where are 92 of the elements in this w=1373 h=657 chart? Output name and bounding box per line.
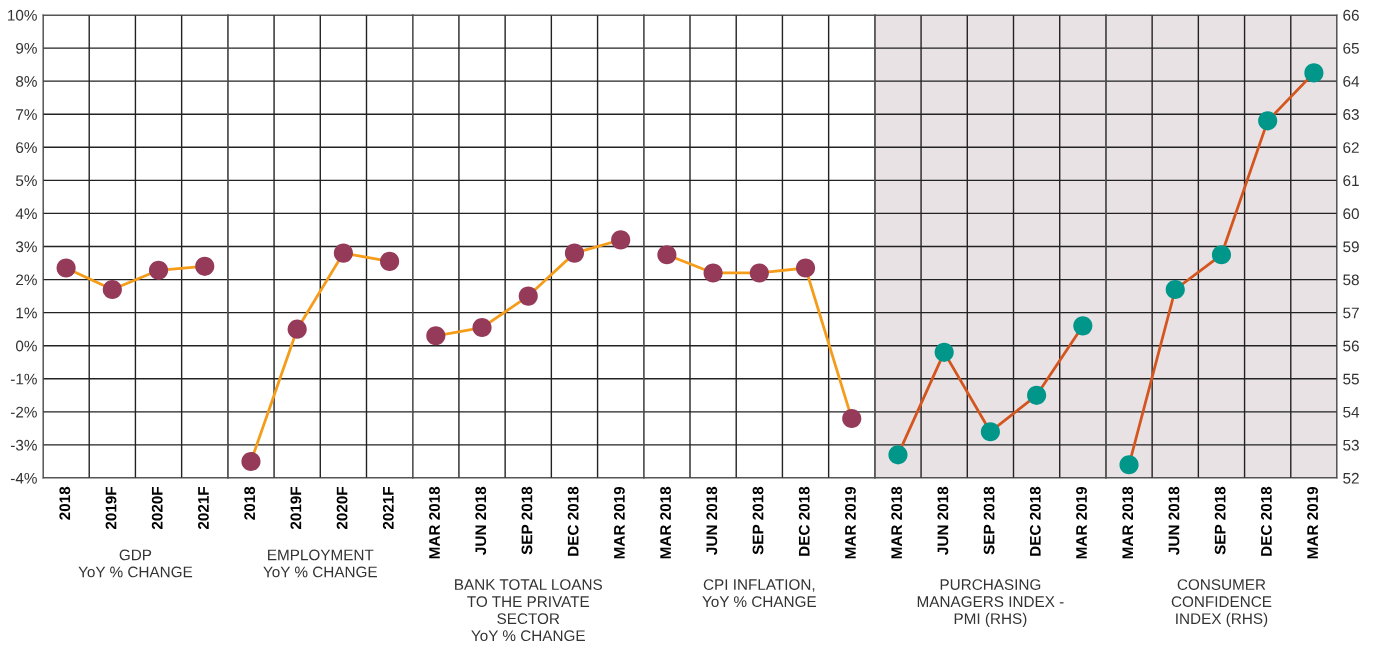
point bbox=[934, 342, 954, 362]
y-tick-label: 2% bbox=[16, 274, 37, 286]
x-axis-title: BANK TOTAL LOANS TO THE PRIVATE SECTOR YoY % CHANGE bbox=[455, 579, 602, 642]
x-tick-label: MAR 2019 bbox=[613, 486, 625, 559]
y-tick-label: 0% bbox=[15, 340, 37, 352]
y2-tick-label: 61 bbox=[1343, 175, 1359, 187]
y2-tick-label: 52 bbox=[1343, 472, 1359, 484]
x-tick-label: SEP 2018 bbox=[521, 486, 533, 555]
y2-tick-label: 59 bbox=[1343, 241, 1359, 253]
point bbox=[1073, 316, 1093, 336]
point bbox=[657, 245, 677, 265]
x-tick-label: SEP 2018 bbox=[983, 486, 995, 555]
point bbox=[888, 445, 908, 465]
x-tick-label: 2018 bbox=[59, 486, 71, 520]
x-tick-label: 2019F bbox=[290, 486, 302, 530]
y-tick-label: 6% bbox=[16, 142, 37, 153]
y-tick-label: 10% bbox=[8, 9, 37, 21]
x-tick-label: DEC 2018 bbox=[1029, 486, 1041, 556]
y2-tick-label: 62 bbox=[1343, 142, 1359, 153]
point bbox=[102, 279, 122, 300]
x-tick-label: JUN 2018 bbox=[937, 486, 949, 555]
x-tick-label: MAR 2018 bbox=[429, 486, 440, 559]
point bbox=[195, 256, 215, 276]
x-tick-label: 2020F bbox=[336, 486, 348, 530]
x-tick-label: JUN 2018 bbox=[1168, 486, 1180, 555]
point bbox=[611, 230, 631, 250]
x-tick-label: MAR 2019 bbox=[845, 486, 856, 559]
x-tick-label: 2018 bbox=[244, 486, 256, 520]
y2-tick-label: 55 bbox=[1343, 373, 1359, 385]
y-tick-label: 1% bbox=[16, 307, 37, 319]
point bbox=[1165, 279, 1185, 300]
y2-tick-label: 63 bbox=[1343, 109, 1359, 120]
point bbox=[842, 408, 862, 429]
y2-tick-label: 66 bbox=[1343, 9, 1359, 21]
x-axis-title: PURCHASING MANAGERS INDEX - PMI (RHS) bbox=[917, 579, 1064, 628]
x-tick-label: DEC 2018 bbox=[567, 486, 579, 556]
point bbox=[380, 251, 400, 271]
y-tick-label: 3% bbox=[15, 241, 37, 253]
y-tick-label: -4% bbox=[10, 472, 37, 484]
y2-tick-label: 57 bbox=[1343, 307, 1359, 319]
x-tick-label: SEP 2018 bbox=[752, 486, 764, 555]
y2-tick-label: 64 bbox=[1343, 76, 1360, 87]
x-tick-label: MAR 2018 bbox=[1122, 486, 1134, 559]
point bbox=[287, 319, 307, 339]
point bbox=[980, 422, 1000, 442]
point bbox=[1211, 245, 1232, 265]
point bbox=[56, 258, 76, 278]
y-tick-label: -1% bbox=[10, 373, 37, 385]
y-tick-label: 9% bbox=[16, 42, 37, 54]
point bbox=[472, 317, 492, 338]
y2-tick-label: 65 bbox=[1343, 42, 1359, 54]
y-tick-label: 7% bbox=[16, 109, 37, 120]
point bbox=[1258, 111, 1278, 131]
x-tick-label: DEC 2018 bbox=[1260, 486, 1272, 556]
point bbox=[518, 286, 538, 306]
x-tick-label: MAR 2019 bbox=[1307, 486, 1318, 559]
point bbox=[795, 258, 816, 278]
x-tick-label: DEC 2018 bbox=[798, 486, 810, 556]
x-tick-label: JUN 2018 bbox=[475, 486, 487, 555]
y-tick-label: 8% bbox=[16, 76, 37, 87]
x-tick-label: 2020F bbox=[151, 486, 163, 530]
point bbox=[1119, 455, 1139, 475]
point bbox=[564, 243, 585, 263]
x-axis-title: CONSUMER CONFIDENCE INDEX (RHS) bbox=[1171, 579, 1272, 628]
x-tick-label: MAR 2018 bbox=[891, 486, 903, 559]
y2-tick-label: 56 bbox=[1343, 340, 1359, 352]
x-tick-label: JUN 2018 bbox=[706, 486, 718, 555]
x-axis-title: EMPLOYMENT YoY % CHANGE bbox=[263, 549, 377, 578]
x-axis-title: GDP YoY % CHANGE bbox=[78, 549, 193, 578]
y2-tick-label: 58 bbox=[1343, 274, 1359, 286]
y-tick-label: 4% bbox=[15, 208, 37, 220]
x-tick-label: MAR 2018 bbox=[660, 486, 671, 559]
point bbox=[241, 451, 261, 472]
x-tick-label: SEP 2018 bbox=[1214, 486, 1226, 555]
y-tick-label: 5% bbox=[15, 175, 37, 187]
y-tick-label: -2% bbox=[10, 406, 37, 418]
point bbox=[749, 263, 769, 283]
y2-tick-label: 53 bbox=[1343, 439, 1359, 451]
point bbox=[703, 263, 723, 283]
point bbox=[333, 243, 353, 263]
y2-tick-label: 54 bbox=[1343, 406, 1360, 418]
y2-tick-label: 60 bbox=[1343, 208, 1359, 220]
y-tick-label: -3% bbox=[10, 439, 37, 451]
x-tick-label: 2021F bbox=[382, 486, 394, 530]
x-tick-label: MAR 2019 bbox=[1076, 486, 1087, 559]
x-tick-label: 2021F bbox=[198, 486, 209, 530]
point bbox=[148, 260, 169, 280]
point bbox=[426, 326, 446, 346]
x-axis-title: CPI INFLATION, YoY % CHANGE bbox=[702, 579, 816, 608]
point bbox=[1304, 63, 1324, 83]
point bbox=[1027, 385, 1047, 405]
x-tick-label: 2019F bbox=[105, 486, 117, 530]
